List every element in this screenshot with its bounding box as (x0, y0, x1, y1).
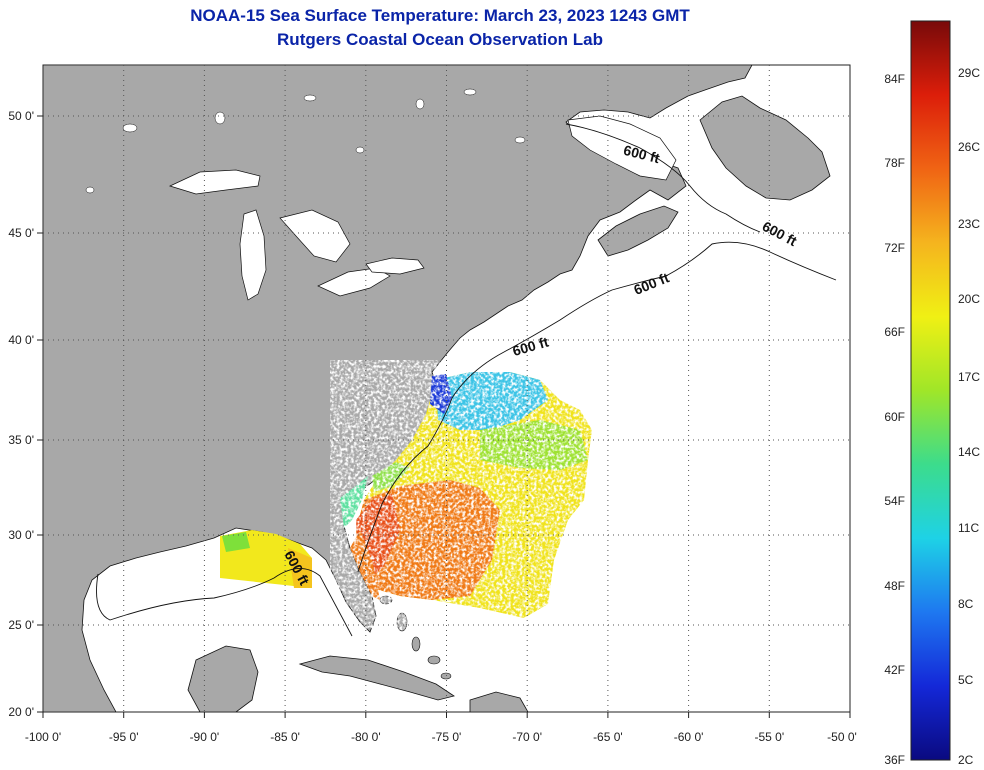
fahrenheit-label: 78F (884, 156, 905, 170)
celsius-label: 2C (958, 753, 974, 767)
sst-gulf-patch (220, 530, 312, 588)
northern-lakes (85, 88, 526, 194)
y-tick-label: 50 0' (8, 109, 34, 123)
y-tick-label: 30 0' (8, 528, 34, 542)
isobath-600ft (96, 123, 837, 637)
y-tick-label: 40 0' (8, 333, 34, 347)
x-tick-label: -85 0' (270, 730, 300, 744)
nova-scotia-land (597, 205, 679, 257)
x-tick-label: -65 0' (593, 730, 623, 744)
y-tick-label: 20 0' (8, 705, 34, 719)
x-tick-label: -55 0' (754, 730, 784, 744)
celsius-label: 8C (958, 597, 974, 611)
fahrenheit-label: 66F (884, 325, 905, 339)
colorbar-fahrenheit-labels: 36F 42F 48F 54F 60F 66F 72F 78F 84F (884, 72, 905, 767)
x-tick-label: -70 0' (512, 730, 542, 744)
celsius-label: 29C (958, 66, 980, 80)
fahrenheit-label: 54F (884, 494, 905, 508)
x-tick-label: -75 0' (432, 730, 462, 744)
celsius-label: 23C (958, 217, 980, 231)
great-lakes (169, 169, 425, 301)
hispaniola-land (469, 691, 529, 712)
y-tick-label: 25 0' (8, 618, 34, 632)
celsius-label: 17C (958, 370, 980, 384)
fahrenheit-label: 36F (884, 753, 905, 767)
yucatan-land (187, 645, 259, 712)
celsius-label: 20C (958, 292, 980, 306)
fahrenheit-label: 60F (884, 410, 905, 424)
x-tick-label: -95 0' (109, 730, 139, 744)
x-tick-label: -90 0' (190, 730, 220, 744)
x-tick-label: -80 0' (351, 730, 381, 744)
celsius-label: 11C (958, 521, 979, 535)
fahrenheit-label: 84F (884, 72, 905, 86)
celsius-label: 5C (958, 673, 974, 687)
newfoundland-land (699, 95, 831, 201)
cuba-land (298, 655, 455, 701)
frame-ticks (37, 115, 851, 718)
celsius-label: 14C (958, 445, 980, 459)
fahrenheit-label: 48F (884, 579, 905, 593)
y-tick-label: 35 0' (8, 433, 34, 447)
x-tick-label: -50 0' (827, 730, 857, 744)
map-title: NOAA-15 Sea Surface Temperature: March 2… (190, 6, 690, 25)
cloud-speckle (330, 360, 600, 630)
fahrenheit-label: 72F (884, 241, 905, 255)
colorbar-celsius-labels: 2C 5C 8C 11C 14C 17C 20C 23C 26C 29C (958, 66, 980, 767)
x-tick-label: -60 0' (674, 730, 704, 744)
fahrenheit-label: 42F (884, 663, 905, 677)
x-tick-label: -100 0' (25, 730, 61, 744)
color-bar (910, 20, 951, 761)
y-tick-label: 45 0' (8, 226, 34, 240)
gulf-st-lawrence (567, 115, 677, 181)
y-axis-labels: 20 0' 25 0' 30 0' 35 0' 40 0' 45 0' 50 0… (8, 109, 34, 719)
map-subtitle: Rutgers Coastal Ocean Observation Lab (277, 30, 603, 49)
celsius-label: 26C (958, 140, 980, 154)
x-axis-labels: -100 0' -95 0' -90 0' -85 0' -80 0' -75 … (25, 730, 857, 744)
